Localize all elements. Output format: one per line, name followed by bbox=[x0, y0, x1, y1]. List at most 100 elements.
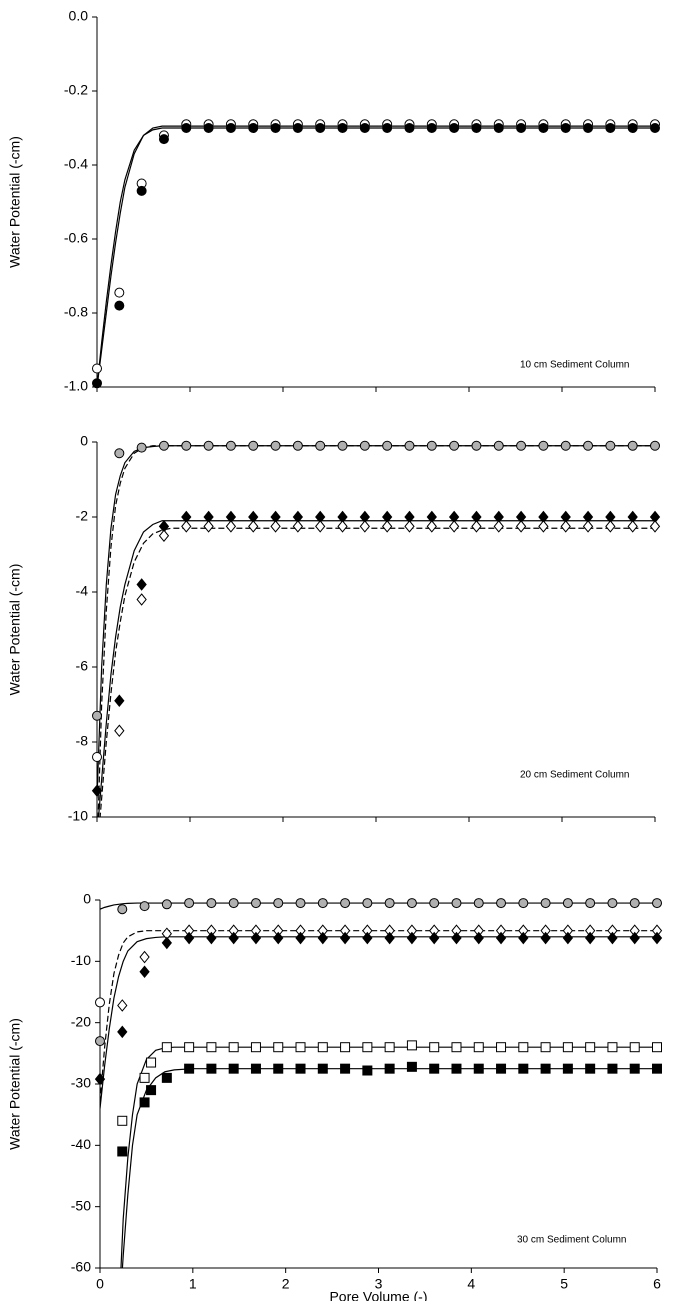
circle-marker bbox=[516, 123, 527, 133]
y-tick-label: -20 bbox=[71, 1013, 91, 1029]
circle-marker bbox=[337, 123, 348, 133]
circle-marker bbox=[203, 440, 214, 451]
diamond-marker bbox=[451, 931, 462, 945]
circle-marker bbox=[650, 123, 660, 133]
square-marker bbox=[406, 1040, 417, 1051]
y-tick-label: 0.0 bbox=[69, 8, 89, 24]
x-tick-label: 6 bbox=[653, 1276, 661, 1292]
circle-marker bbox=[560, 123, 571, 133]
circle-marker bbox=[181, 440, 192, 451]
y-axis-label: Water Potential (-cm) bbox=[7, 1018, 23, 1150]
diamond-marker bbox=[627, 520, 638, 533]
circle-marker bbox=[426, 440, 437, 451]
square-marker bbox=[518, 1063, 529, 1074]
diamond-marker bbox=[292, 520, 304, 533]
square-marker bbox=[652, 1042, 662, 1053]
fit-curve bbox=[97, 520, 655, 817]
diamond-marker bbox=[429, 931, 440, 945]
square-marker bbox=[295, 1042, 306, 1053]
circle-marker bbox=[248, 123, 259, 133]
circle-marker bbox=[493, 123, 504, 133]
square-marker bbox=[496, 1063, 507, 1074]
square-marker bbox=[228, 1063, 239, 1074]
square-marker bbox=[117, 1115, 128, 1126]
diamond-marker bbox=[649, 520, 661, 533]
diamond-marker bbox=[629, 931, 640, 945]
circle-marker bbox=[583, 123, 594, 133]
y-tick-label: -0.2 bbox=[64, 82, 88, 98]
diamond-marker bbox=[406, 931, 418, 945]
square-marker bbox=[473, 1063, 484, 1074]
square-marker bbox=[540, 1042, 551, 1053]
fit-curve bbox=[100, 936, 657, 1109]
square-marker bbox=[273, 1063, 284, 1074]
square-marker bbox=[585, 1042, 596, 1053]
square-marker bbox=[384, 1042, 395, 1053]
diamond-marker bbox=[91, 784, 103, 798]
square-marker bbox=[117, 1146, 128, 1157]
circle-marker bbox=[382, 440, 393, 451]
diamond-marker bbox=[183, 931, 195, 945]
fit-curve bbox=[97, 125, 655, 387]
circle-marker bbox=[139, 901, 150, 912]
circle-marker bbox=[337, 440, 348, 451]
diamond-marker bbox=[295, 931, 306, 945]
diamond-marker bbox=[181, 520, 192, 533]
circle-marker bbox=[114, 448, 125, 459]
circle-marker bbox=[518, 898, 529, 909]
diamond-marker bbox=[139, 965, 150, 979]
diamond-marker bbox=[560, 520, 571, 533]
square-marker bbox=[250, 1063, 261, 1074]
circle-marker bbox=[184, 898, 195, 909]
y-tick-label: -4 bbox=[76, 583, 89, 599]
diamond-marker bbox=[518, 931, 529, 945]
circle-marker bbox=[203, 123, 214, 133]
y-tick-label: -50 bbox=[71, 1197, 91, 1213]
circle-marker bbox=[248, 440, 259, 451]
circle-marker bbox=[95, 997, 105, 1008]
circle-marker bbox=[562, 898, 573, 909]
x-tick-label: 3 bbox=[375, 1276, 383, 1292]
annotation: 30 cm Sediment Column bbox=[517, 1235, 627, 1246]
circle-marker bbox=[384, 898, 395, 909]
plot-area bbox=[97, 445, 655, 817]
diamond-marker bbox=[248, 520, 259, 533]
diamond-marker bbox=[117, 1025, 128, 1039]
x-axis-label: Pore Volume (-) bbox=[329, 1289, 427, 1301]
square-marker bbox=[161, 1072, 172, 1083]
circle-marker bbox=[92, 378, 102, 389]
diamond-marker bbox=[448, 520, 460, 533]
diamond-marker bbox=[117, 999, 128, 1012]
circle-marker bbox=[471, 440, 482, 451]
circle-marker bbox=[228, 898, 239, 909]
circle-marker bbox=[92, 710, 102, 721]
square-marker bbox=[340, 1042, 351, 1053]
diamond-marker bbox=[114, 724, 125, 738]
diamond-marker bbox=[250, 931, 262, 945]
circle-marker bbox=[250, 898, 261, 909]
diamond-marker bbox=[228, 931, 239, 945]
square-marker bbox=[473, 1042, 484, 1053]
circle-marker bbox=[114, 287, 125, 298]
circle-marker bbox=[292, 123, 303, 133]
diamond-marker bbox=[495, 931, 507, 945]
square-marker bbox=[607, 1042, 618, 1053]
circle-marker bbox=[560, 440, 571, 451]
square-marker bbox=[652, 1063, 662, 1074]
circle-marker bbox=[161, 899, 172, 910]
circle-marker bbox=[359, 123, 370, 133]
diamond-marker bbox=[136, 593, 147, 606]
y-tick-label: -1.0 bbox=[64, 378, 88, 394]
square-marker bbox=[496, 1042, 507, 1053]
circle-marker bbox=[270, 440, 281, 451]
circle-marker bbox=[382, 123, 393, 133]
circle-marker bbox=[585, 898, 596, 909]
circle-marker bbox=[627, 440, 638, 451]
diamond-marker bbox=[114, 694, 125, 708]
square-marker bbox=[451, 1063, 462, 1074]
plot-area bbox=[97, 125, 655, 387]
circle-marker bbox=[449, 123, 460, 133]
square-marker bbox=[139, 1097, 150, 1108]
y-tick-label: -30 bbox=[71, 1075, 91, 1091]
